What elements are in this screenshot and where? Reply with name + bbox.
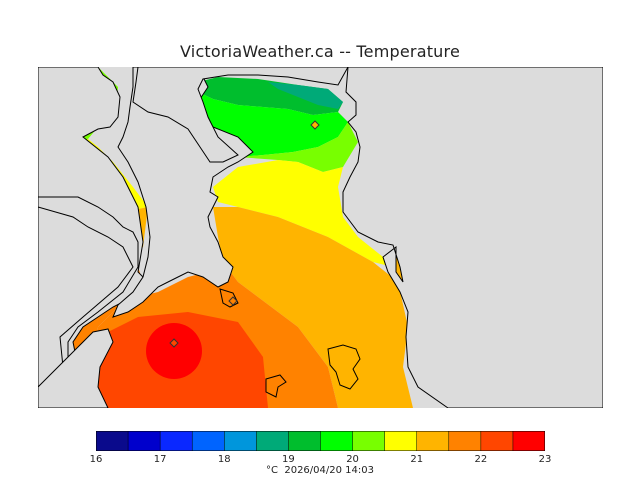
island-south	[327, 344, 361, 390]
color-swatch	[288, 431, 322, 451]
unit-label: °C	[266, 465, 278, 476]
station-marker-north[interactable]	[310, 120, 320, 130]
station-marker-cordova[interactable]	[228, 296, 238, 306]
water-north-top	[132, 67, 349, 163]
temp-band-north-21	[238, 122, 358, 172]
color-swatch	[480, 431, 514, 451]
water-inlet-left	[38, 328, 114, 408]
scale-tick-label: 22	[474, 454, 488, 465]
scale-tick-label: 23	[538, 454, 552, 465]
scale-caption: °C 2026/04/20 14:03	[0, 465, 640, 476]
scale-tick-label: 18	[217, 454, 231, 465]
temp-peak-core	[146, 323, 202, 379]
color-swatch	[512, 431, 545, 451]
color-swatch	[384, 431, 418, 451]
scale-tick-label: 19	[282, 454, 295, 465]
scale-tick-label: 20	[346, 454, 359, 465]
island-small	[265, 374, 287, 398]
water-saanich-inlet	[112, 67, 254, 318]
color-swatch	[416, 431, 450, 451]
scale-tick-label: 16	[89, 454, 103, 465]
color-swatch	[256, 431, 290, 451]
temp-band-north-18	[268, 82, 343, 109]
temp-band-central-22	[213, 207, 413, 408]
temperature-map[interactable]	[38, 67, 603, 408]
color-swatch	[191, 431, 226, 451]
color-swatch	[448, 431, 482, 451]
water-strait	[38, 67, 149, 408]
color-swatch	[224, 431, 258, 451]
color-swatch	[352, 431, 386, 451]
color-swatch	[320, 431, 354, 451]
color-swatch	[159, 431, 193, 451]
color-swatch	[127, 431, 161, 451]
station-marker-victoria[interactable]	[169, 338, 179, 348]
temp-band-central-21	[213, 160, 393, 267]
scale-tick-label: 21	[410, 454, 424, 465]
water-east	[342, 67, 603, 408]
page-title: VictoriaWeather.ca -- Temperature	[180, 42, 460, 61]
scale-tick-label: 17	[153, 454, 167, 465]
color-scale-bar	[96, 431, 545, 451]
color-swatch	[96, 431, 129, 451]
timestamp-label: 2026/04/20 14:03	[284, 465, 374, 476]
